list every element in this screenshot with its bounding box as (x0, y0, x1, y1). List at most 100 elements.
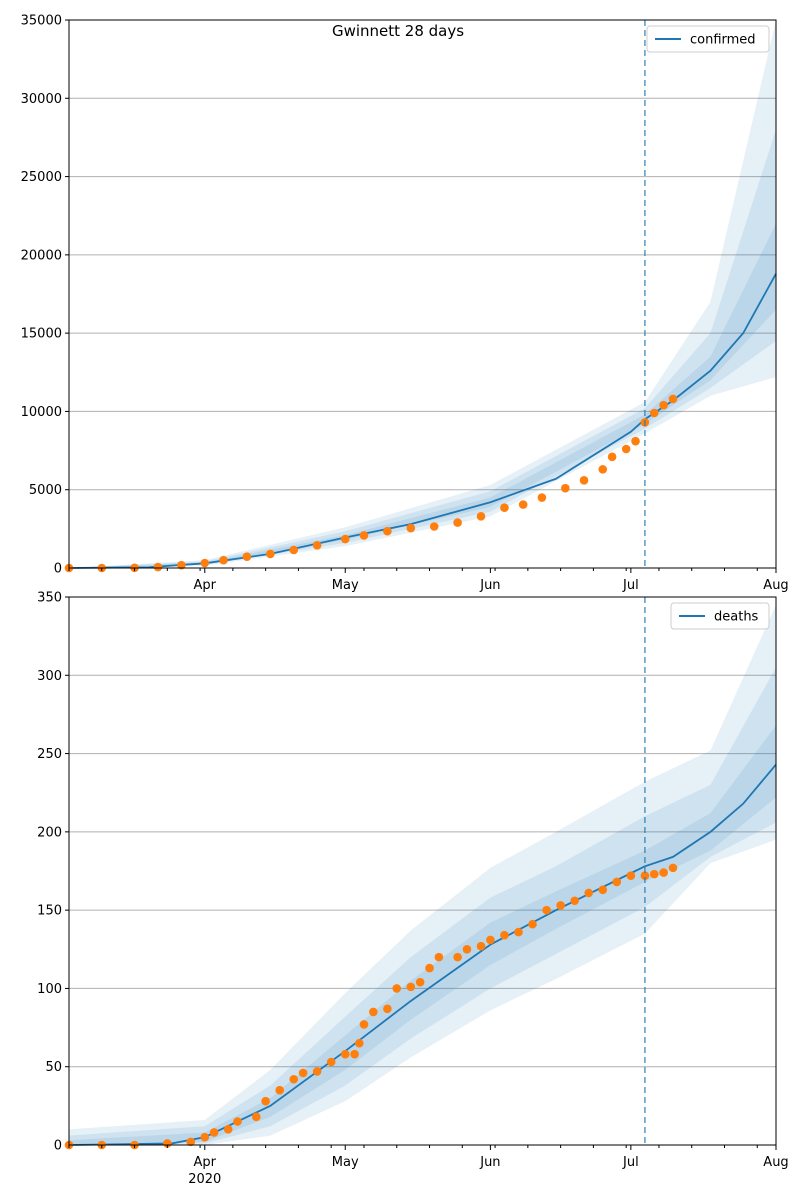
x-tick-label: Jun (479, 578, 500, 593)
y-tick-label: 5000 (29, 483, 62, 498)
legend-label: deaths (714, 610, 759, 625)
uncertainty-band-inner (69, 223, 776, 569)
axes-frame (68, 19, 777, 569)
observed-point (476, 941, 486, 951)
x-tick-label: Apr (194, 1155, 217, 1170)
observed-point (369, 1007, 378, 1017)
uncertainty-band-middle (69, 129, 776, 568)
y-tick-label: 300 (37, 669, 62, 684)
x-tick-label: Aug (763, 578, 788, 593)
observed-point (500, 503, 509, 513)
observed-point (453, 952, 462, 962)
observed-point (326, 1057, 336, 1067)
observed-point (200, 558, 210, 568)
observed-point (359, 1020, 369, 1029)
y-tick-label: 15000 (21, 327, 62, 342)
x-tick-label: Apr (194, 578, 217, 593)
chart-title: Gwinnett 28 days (332, 22, 464, 40)
observed-point (200, 1132, 210, 1142)
observed-point (434, 952, 444, 962)
observed-point (406, 982, 416, 992)
observed-point (266, 549, 275, 559)
observed-point (626, 871, 636, 880)
observed-point (514, 927, 523, 937)
y-tick-label: 50 (45, 1060, 62, 1075)
y-tick-label: 150 (37, 904, 62, 919)
legend-label: confirmed (690, 33, 756, 48)
observed-point (289, 545, 299, 555)
observed-point (429, 522, 439, 531)
x-tick-label: Jul (622, 578, 639, 593)
observed-point (462, 944, 472, 954)
observed-point (289, 1074, 299, 1084)
observed-point (275, 1085, 284, 1095)
observed-point (163, 1139, 172, 1148)
observed-point (561, 483, 570, 493)
y-tick-label: 200 (37, 825, 62, 840)
observed-point (406, 523, 416, 533)
observed-point (668, 394, 678, 404)
observed-point (312, 1067, 322, 1076)
observed-point (251, 1112, 261, 1122)
x-tick-label: Jun (479, 1155, 500, 1170)
x-tick-label: Jul (622, 1155, 639, 1170)
observed-point (242, 552, 252, 562)
observed-point (486, 935, 495, 945)
observed-point (649, 408, 659, 418)
observed-point (383, 526, 392, 536)
median-line (68, 273, 777, 569)
observed-point (359, 531, 369, 540)
y-tick-label: 250 (37, 747, 62, 762)
observed-point (659, 400, 668, 410)
observed-point (392, 984, 402, 993)
observed-point (186, 1137, 196, 1147)
observed-point (354, 1038, 364, 1048)
observed-point (640, 871, 650, 880)
y-tick-label: 100 (37, 982, 62, 997)
uncertainty-band-outer (69, 20, 776, 568)
observed-point (476, 512, 486, 521)
observed-point (598, 465, 608, 474)
y-tick-label: 0 (54, 562, 62, 577)
observed-point (233, 1117, 242, 1126)
observed-point (500, 930, 509, 940)
observed-point (621, 444, 631, 454)
observed-point (177, 560, 186, 570)
observed-point (350, 1049, 359, 1059)
axes-frame (68, 596, 777, 1146)
y-tick-label: 0 (54, 1139, 62, 1154)
y-tick-label: 25000 (21, 170, 62, 185)
observed-point (425, 963, 434, 973)
legend-box (646, 25, 770, 53)
observed-point (453, 518, 462, 527)
observed-point (556, 901, 565, 910)
x-year-label: 2020 (188, 1172, 221, 1187)
observed-point (312, 540, 322, 550)
observed-point (219, 555, 228, 565)
observed-point (383, 1004, 392, 1014)
observed-point (612, 877, 622, 887)
x-tick-label: May (332, 1155, 359, 1170)
observed-point (570, 896, 579, 906)
y-tick-label: 350 (37, 591, 62, 606)
deaths-panel: 0 50 100 150 200 250 300 350 Apr 2020 May Jun Jul Aug… (37, 591, 789, 1188)
x-tick-label: Aug (763, 1155, 788, 1170)
observed-point (298, 1068, 308, 1078)
observed-point (598, 885, 608, 895)
observed-point (584, 888, 594, 898)
observed-point (415, 977, 425, 987)
observed-point (668, 863, 678, 873)
observed-point (340, 534, 350, 544)
observed-point (631, 436, 640, 446)
observed-point (518, 500, 528, 509)
legend-box (670, 602, 770, 630)
y-tick-label: 35000 (21, 14, 62, 29)
observed-point (537, 493, 547, 502)
observed-point (542, 905, 551, 915)
y-tick-label: 30000 (21, 92, 62, 107)
observed-point (340, 1049, 350, 1059)
observed-point (209, 1128, 219, 1137)
observed-point (649, 869, 659, 879)
observed-point (607, 452, 617, 462)
